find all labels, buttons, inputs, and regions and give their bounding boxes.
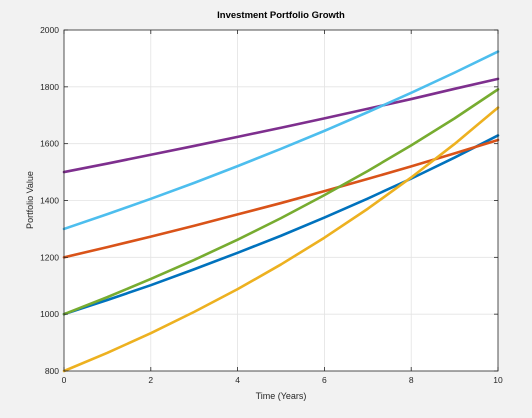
series-line-4 [62,77,500,174]
axes [63,29,499,372]
grid [64,30,498,371]
x-tick-label: 2 [148,375,153,385]
y-tick-label: 1600 [40,139,59,149]
y-axis-label: Portfolio Value [25,171,35,229]
y-tick-label: 800 [45,366,59,376]
x-axis-label: Time (Years) [256,391,307,401]
y-tick-label: 2000 [40,25,59,35]
series-line-3 [62,106,500,373]
y-tick-label: 1200 [40,252,59,262]
x-tick-label: 6 [322,375,327,385]
x-tick-label: 4 [235,375,240,385]
series-line-6 [62,50,500,231]
series-line-2 [62,138,500,259]
y-tick-label: 1000 [40,309,59,319]
tick-labels: 0 2 4 6 8 10 800 1000 1200 1400 1600 1800 2000 [40,25,503,385]
series-lines [62,50,500,373]
y-tick-label: 1400 [40,196,59,206]
x-tick-label: 10 [493,375,503,385]
series-line-1 [62,134,500,316]
series-line-5 [62,88,500,316]
y-tick-label: 1800 [40,82,59,92]
x-tick-label: 8 [409,375,414,385]
chart-title: Investment Portfolio Growth [217,10,345,21]
x-tick-label: 0 [62,375,67,385]
